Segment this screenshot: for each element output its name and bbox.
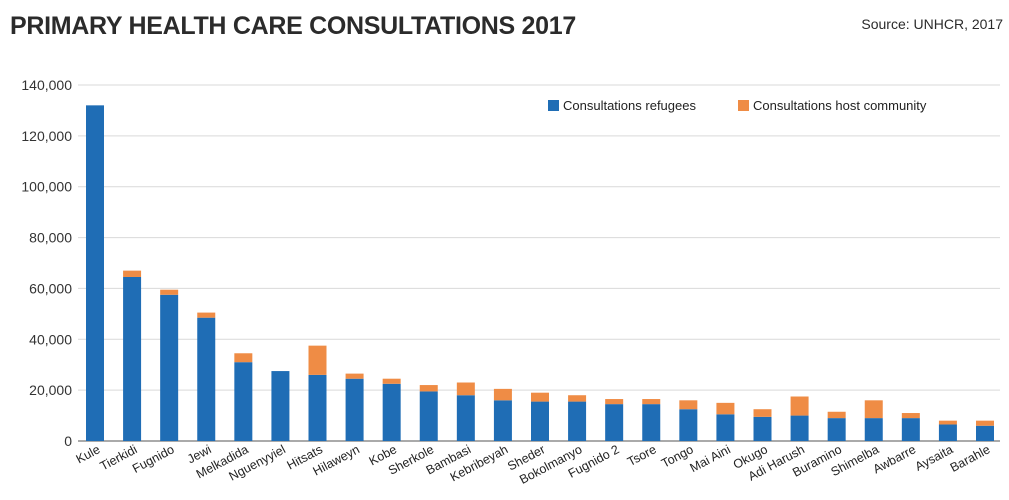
- bar-refugees: [901, 418, 920, 441]
- bar-host-community: [976, 420, 994, 426]
- bar-refugees: [123, 276, 142, 441]
- legend-swatch-host-community: [738, 100, 749, 111]
- x-tick-label: Mai Aini: [688, 442, 733, 475]
- bar-refugees: [716, 414, 735, 441]
- chart-title: PRIMARY HEALTH CARE CONSULTATIONS 2017: [10, 12, 576, 40]
- bar-refugees: [790, 415, 809, 441]
- bar-host-community: [642, 399, 661, 405]
- legend-label-host-community: Consultations host community: [753, 98, 927, 113]
- bar-refugees: [605, 404, 624, 441]
- y-tick-label: 60,000: [29, 280, 72, 296]
- bars: [86, 105, 994, 441]
- bar-host-community: [345, 373, 364, 379]
- x-tick-label: Awbarre: [871, 442, 919, 476]
- bar-refugees: [938, 424, 957, 441]
- bar-refugees: [345, 378, 364, 441]
- y-tick-label: 0: [64, 433, 72, 449]
- bar-host-community: [864, 400, 883, 419]
- bar-host-community: [123, 270, 142, 277]
- legend-swatch-refugees: [548, 100, 559, 111]
- bar-refugees: [568, 401, 587, 441]
- bar-refugees: [753, 416, 772, 441]
- bar-host-community: [419, 385, 438, 392]
- bar-host-community: [827, 411, 846, 419]
- bar-host-community: [938, 420, 957, 425]
- bar-refugees: [531, 401, 549, 441]
- bar-refugees: [160, 294, 179, 441]
- bar-host-community: [790, 396, 809, 416]
- bar-host-community: [531, 392, 549, 402]
- bar-refugees: [86, 105, 104, 441]
- bar-host-community: [197, 312, 216, 318]
- bar-host-community: [456, 382, 475, 396]
- y-tick-label: 20,000: [29, 382, 72, 398]
- x-tick-label: Tsore: [625, 442, 659, 469]
- bar-host-community: [679, 400, 698, 410]
- bar-refugees: [197, 317, 216, 441]
- bar-refugees: [827, 418, 846, 441]
- legend: Consultations refugees Consultations hos…: [548, 98, 927, 113]
- legend-label-refugees: Consultations refugees: [563, 98, 696, 113]
- x-tick-label: Barahle: [948, 442, 993, 475]
- bar-host-community: [901, 413, 920, 419]
- bar-host-community: [308, 345, 327, 375]
- y-tick-label: 40,000: [29, 331, 72, 347]
- y-tick-label: 80,000: [29, 230, 72, 246]
- x-tick-label: Fugnido: [130, 442, 176, 476]
- bar-refugees: [679, 409, 698, 441]
- y-tick-label: 140,000: [21, 77, 72, 93]
- bar-host-community: [160, 289, 179, 295]
- bar-host-community: [716, 402, 735, 415]
- y-tick-label: 120,000: [21, 128, 72, 144]
- bar-refugees: [864, 418, 883, 441]
- bar-host-community: [493, 388, 512, 401]
- bar-host-community: [605, 399, 624, 405]
- bar-refugees: [382, 383, 401, 441]
- grid-lines: [78, 84, 1000, 442]
- bar-refugees: [308, 374, 327, 441]
- y-axis-ticks: 0 20,000 40,000 60,000 80,000 100,000 120,000 1…: [21, 77, 72, 449]
- x-tick-label: Aysaita: [913, 442, 956, 474]
- bar-refugees: [493, 400, 512, 441]
- source-note: Source: UNHCR, 2017: [861, 16, 1003, 32]
- bar-refugees: [419, 391, 438, 441]
- y-tick-label: 100,000: [21, 179, 72, 195]
- bar-host-community: [382, 378, 401, 384]
- bar-refugees: [456, 395, 475, 441]
- bar-host-community: [568, 395, 587, 402]
- bar-host-community: [753, 409, 772, 417]
- bar-host-community: [234, 353, 253, 363]
- bar-refugees: [976, 425, 994, 441]
- bar-refugees: [642, 404, 661, 441]
- bar-refugees: [271, 371, 290, 441]
- bar-refugees: [234, 362, 253, 441]
